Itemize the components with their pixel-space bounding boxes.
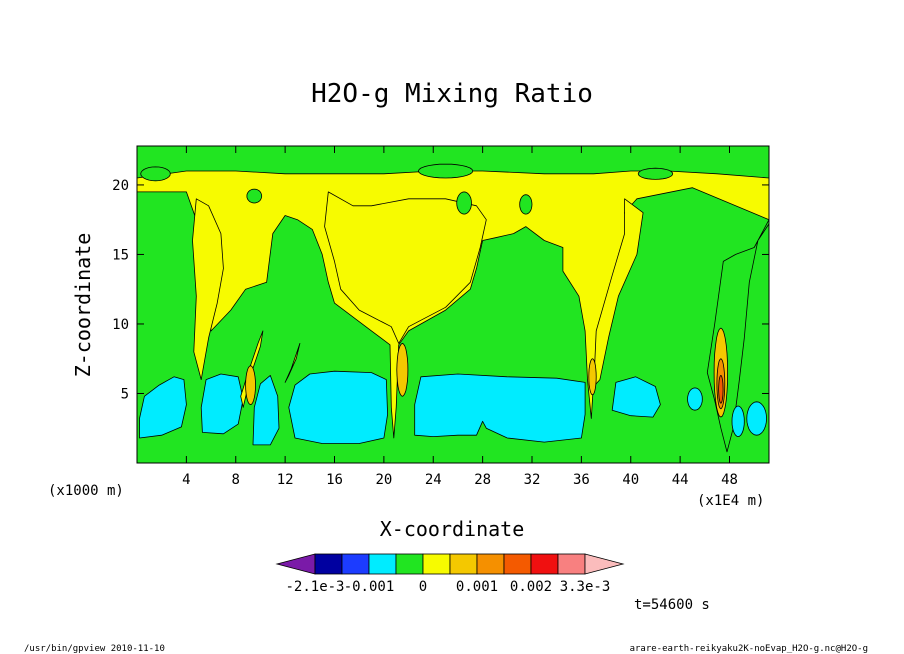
- contour-region-top-patch-2: [418, 163, 474, 179]
- colorbar-cell: [395, 553, 424, 575]
- contour-region-top-patch-5: [519, 194, 533, 215]
- y-tick-label: 15: [112, 247, 129, 263]
- contour-region-top-patch-1: [140, 166, 171, 182]
- contour-region-dry-pocket-4: [288, 370, 388, 444]
- colorbar-cell: [422, 553, 451, 575]
- x-tick-label: 32: [524, 472, 541, 488]
- colorbar-label: -2.1e-3: [285, 579, 344, 595]
- colorbar-extend-low: [275, 553, 316, 575]
- colorbar-cell: [341, 553, 370, 575]
- colorbar-cell: [530, 553, 559, 575]
- x-unit-label: (x1000 m): [48, 483, 124, 499]
- contour-region-dry-pocket-9: [746, 401, 767, 436]
- x-axis-label: X-coordinate: [380, 517, 525, 541]
- x-tick-label: 44: [672, 472, 689, 488]
- y-axis-label: Z-coordinate: [71, 233, 95, 378]
- contour-region-top-band: [137, 146, 769, 179]
- contour-region-dry-pocket-3: [252, 375, 280, 446]
- contour-region-moist-column-left: [192, 198, 224, 380]
- contour-region-wet-core-3: [588, 358, 597, 396]
- contour-region-dry-pocket-5: [414, 373, 586, 443]
- contour-region-wet-core-2: [396, 343, 409, 397]
- colorbar-label: 0.001: [456, 579, 498, 595]
- colorbar: -2.1e-3 -0.001 0 0.001 0.002 3.3e-3: [275, 553, 625, 595]
- contour-region-top-patch-6: [246, 188, 263, 204]
- contour-region-top-patch-3: [637, 167, 674, 180]
- contour-region-dry-pocket-7: [687, 387, 703, 411]
- colorbar-cell: [557, 553, 586, 575]
- chart-title: H2O-g Mixing Ratio: [311, 79, 593, 109]
- colorbar-cell: [314, 553, 343, 575]
- plot-area: [137, 146, 769, 463]
- x-tick-label: 20: [375, 472, 392, 488]
- x-tick-label: 24: [425, 472, 442, 488]
- contour-region-dry-pocket-8: [731, 405, 745, 437]
- x-tick-label: 16: [326, 472, 343, 488]
- x-tick-label: 40: [622, 472, 639, 488]
- x-tick-label: 48: [721, 472, 738, 488]
- y-tick-label: 10: [112, 317, 129, 333]
- colorbar-label: 3.3e-3: [560, 579, 611, 595]
- plot-frame: [136, 145, 770, 464]
- contour-region-filament-2: [284, 343, 301, 383]
- y-tick-label: 20: [112, 178, 129, 194]
- x-tick-label: 28: [474, 472, 491, 488]
- colorbar-label: 0: [419, 579, 427, 595]
- contour-region-max-core: [718, 375, 724, 404]
- x-tick-label: 4: [182, 472, 190, 488]
- colorbar-label: -0.001: [344, 579, 395, 595]
- colorbar-label: 0.002: [510, 579, 552, 595]
- colorbar-cell: [503, 553, 532, 575]
- x-tick-label: 8: [232, 472, 240, 488]
- time-label: t=54600 s: [634, 597, 710, 613]
- contour-region-dry-pocket-1: [139, 376, 187, 439]
- colorbar-cell: [449, 553, 478, 575]
- contour-region-moist-column-center: [324, 191, 487, 344]
- contour-region-dry-pocket-6: [611, 376, 661, 418]
- y-tick-label: 5: [121, 386, 129, 402]
- footer-program-date: /usr/bin/gpview 2010-11-10: [24, 644, 165, 654]
- x-tick-label: 36: [573, 472, 590, 488]
- colorbar-extend-high: [584, 553, 625, 575]
- contour-region-dry-pocket-2: [200, 373, 244, 435]
- contour-region-wet-core-1: [245, 365, 256, 405]
- contour-region-top-patch-4: [456, 191, 472, 215]
- colorbar-cell: [476, 553, 505, 575]
- x-scale-label: (x1E4 m): [697, 493, 764, 509]
- contour-region-moist-column-right: [593, 198, 644, 387]
- x-tick-label: 12: [277, 472, 294, 488]
- footer-file-name: arare-earth-reikyaku2K-noEvap_H2O-g.nc@H…: [630, 644, 868, 654]
- colorbar-cell: [368, 553, 397, 575]
